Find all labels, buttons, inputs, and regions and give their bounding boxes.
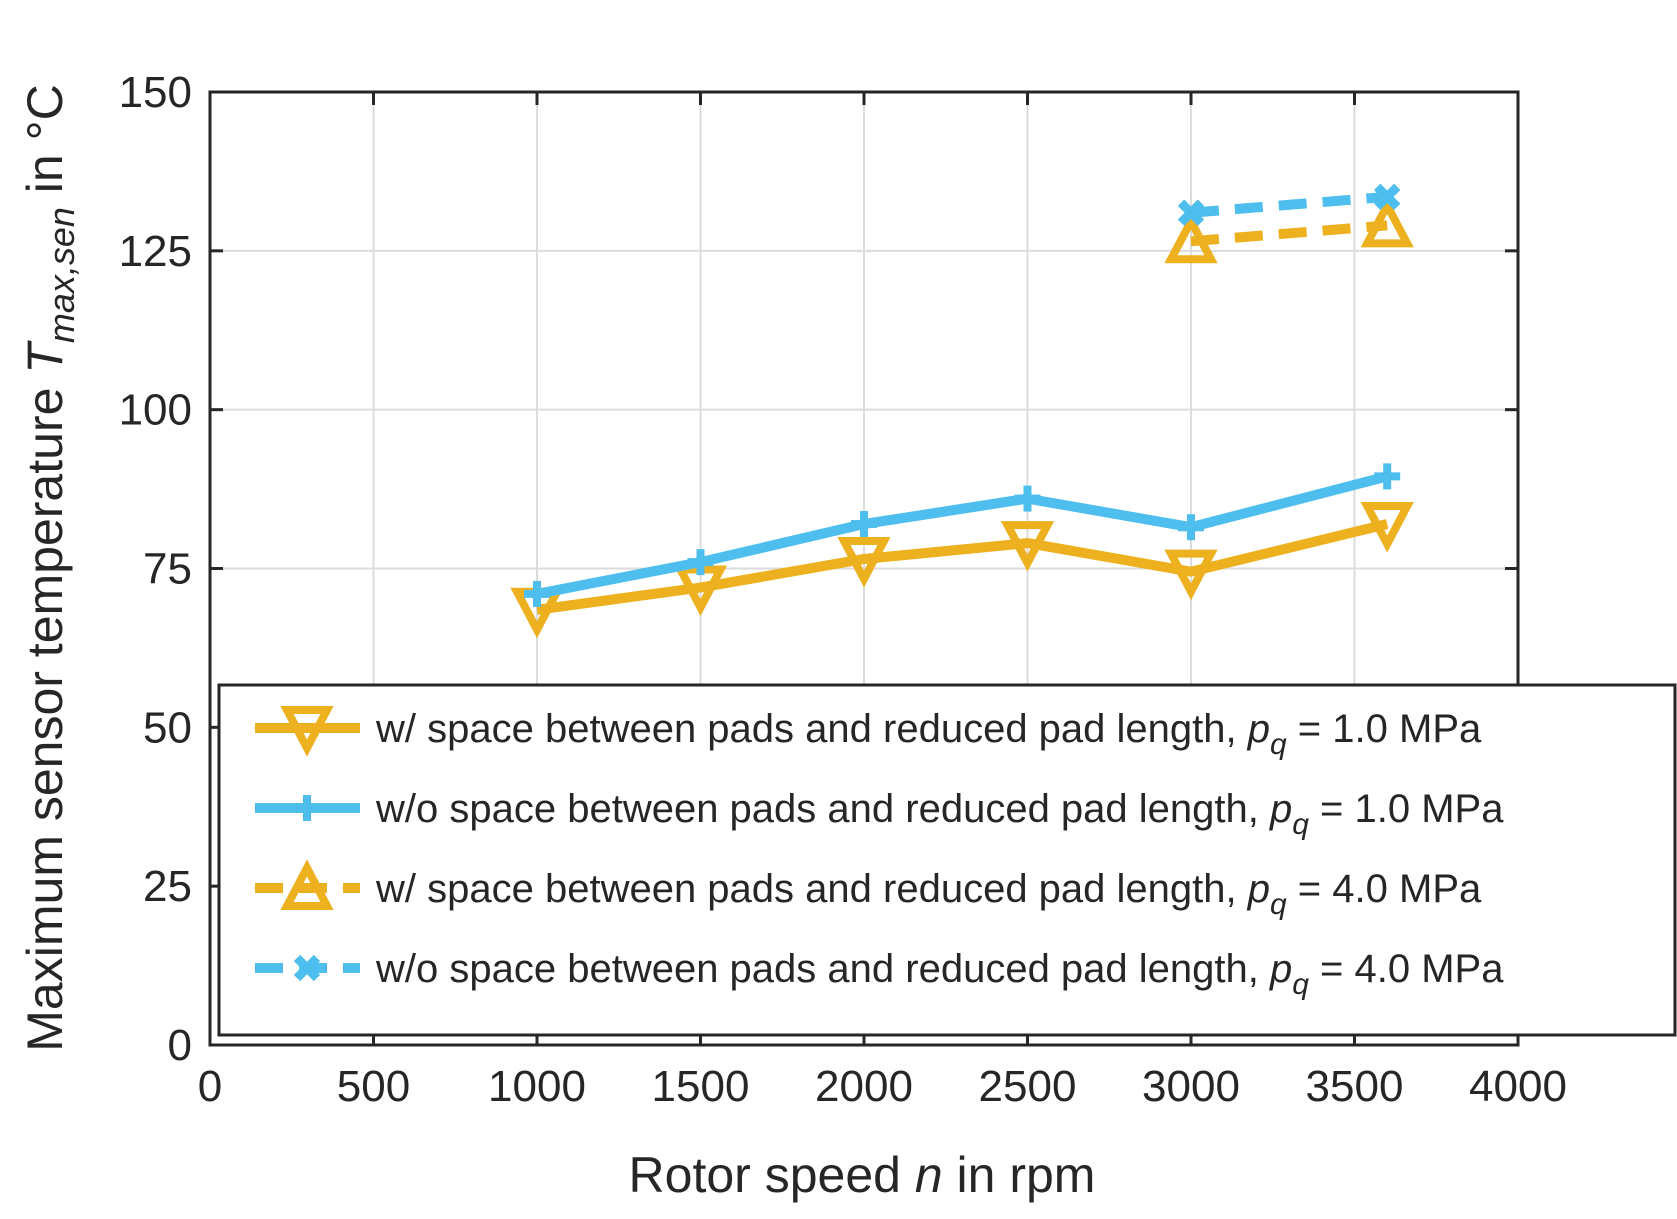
legend-swatch-2: [255, 795, 360, 821]
series-2-point: [851, 511, 877, 538]
series-2-point: [687, 549, 714, 576]
legend-swatch-4: [255, 954, 360, 982]
y-tick-labels: 0 25 50 75 100 125 150: [119, 68, 192, 1070]
y-tick-label: 125: [119, 227, 192, 276]
legend: w/ space between pads and reduced pad le…: [217, 683, 1677, 1037]
legend-marker-3: [280, 859, 334, 910]
series-4: [1177, 183, 1401, 226]
y-tick-label: 50: [143, 703, 192, 752]
legend-swatch-1: [255, 706, 360, 757]
legend-entry-2-label: w/o space between pads and reduced pad l…: [375, 787, 1504, 841]
x-tick-label: 4000: [1469, 1062, 1567, 1111]
x-tick-label: 2000: [815, 1062, 913, 1111]
series-1-point: [837, 536, 891, 588]
series-2: [524, 463, 1401, 607]
x-axis-label: Rotor speed n in rpm: [629, 1147, 1096, 1203]
series-1-point: [1000, 521, 1055, 572]
legend-box: [217, 683, 1677, 1037]
x-tick-label: 2500: [979, 1062, 1077, 1111]
x-tick-labels: 0 500 1000 1500 2000 2500 3000 3500 4000: [198, 1062, 1567, 1111]
legend-marker-4: [293, 954, 321, 982]
y-tick-label: 150: [119, 68, 192, 117]
legend-entry-3-label: w/ space between pads and reduced pad le…: [375, 867, 1482, 921]
y-tick-label: 25: [143, 862, 192, 911]
legend-swatch-3: [255, 859, 360, 910]
x-tick-label: 3000: [1142, 1062, 1240, 1111]
x-tick-label: 3500: [1306, 1062, 1404, 1111]
y-tick-label: 100: [119, 386, 192, 435]
series-4-point: [1374, 183, 1401, 211]
series-3-point: [1164, 212, 1218, 264]
legend-swatches: [255, 706, 360, 982]
legend-marker-1: [280, 706, 334, 757]
x-tick-label: 0: [198, 1062, 222, 1111]
y-tick-label: 0: [168, 1021, 192, 1070]
series-1-line: [536, 519, 1389, 615]
series-2-point: [1374, 463, 1401, 490]
series-3: [1164, 196, 1414, 264]
series-1-point: [1360, 502, 1414, 553]
series-2-point: [1178, 514, 1204, 541]
series-3-line: [1190, 220, 1388, 247]
legend-entry-4-label: w/o space between pads and reduced pad l…: [375, 947, 1504, 1001]
x-tick-label: 1000: [488, 1062, 586, 1111]
data-series: [510, 183, 1414, 639]
series-4-point: [1177, 199, 1205, 226]
series-3-point: [1360, 196, 1414, 248]
legend-entry-1-label: w/ space between pads and reduced pad le…: [375, 707, 1482, 761]
series-4-line: [1190, 191, 1388, 218]
x-tick-label: 500: [337, 1062, 410, 1111]
series-2-point: [524, 580, 550, 607]
tick-marks: [208, 90, 1520, 1047]
y-axis-label: Maximum sensor temperature Tmax,sen in °…: [17, 84, 82, 1051]
x-tick-label: 1500: [652, 1062, 750, 1111]
series-1-point: [1164, 549, 1218, 601]
legend-marker-2: [294, 795, 320, 821]
series-2-point: [1014, 485, 1041, 512]
y-tick-label: 75: [143, 545, 192, 594]
series-2-line: [536, 471, 1389, 599]
